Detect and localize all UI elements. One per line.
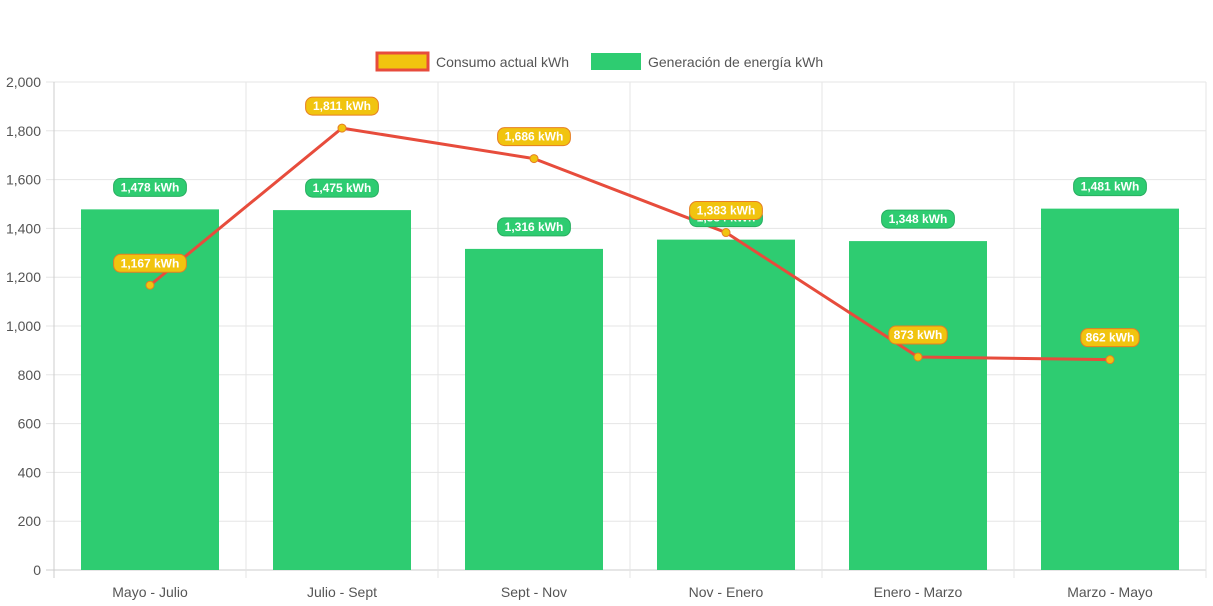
bar-data-label: 1,481 kWh xyxy=(1073,177,1147,197)
x-tick-label: Julio - Sept xyxy=(307,584,377,600)
legend-label-consumo: Consumo actual kWh xyxy=(436,54,569,70)
line-data-label: 1,686 kWh xyxy=(497,127,571,147)
chart-grid xyxy=(46,81,1207,578)
y-tick-label: 1,600 xyxy=(6,172,41,188)
line-data-label: 873 kWh xyxy=(888,325,948,345)
line-data-label-text: 1,811 kWh xyxy=(313,99,371,113)
bar-data-label: 1,475 kWh xyxy=(305,178,379,198)
bar-generacion[interactable] xyxy=(465,248,603,570)
line-point-consumo[interactable] xyxy=(145,280,155,290)
line-data-label-bg xyxy=(305,96,379,116)
legend-item-generacion[interactable]: Generación de energía kWh xyxy=(591,53,823,70)
bar-generacion[interactable] xyxy=(849,241,987,570)
line-data-label-bg xyxy=(113,253,187,273)
x-tick-label: Sept - Nov xyxy=(501,584,567,600)
line-data-label-text: 1,686 kWh xyxy=(505,130,564,144)
bar-data-label-text: 1,481 kWh xyxy=(1081,180,1140,194)
line-point-consumo[interactable] xyxy=(913,352,923,362)
line-data-label-bg xyxy=(689,201,763,221)
y-tick-label: 1,400 xyxy=(6,220,41,236)
x-tick-label: Enero - Marzo xyxy=(874,584,963,600)
line-consumo xyxy=(149,126,1111,362)
bar-data-label-text: 1,348 kWh xyxy=(889,212,948,226)
legend-swatch-generacion xyxy=(591,53,641,70)
y-tick-label: 1,800 xyxy=(6,123,41,139)
y-tick-label: 1,200 xyxy=(6,269,41,285)
bar-data-label-bg xyxy=(881,209,955,229)
bar-data-label-text: 1,478 kWh xyxy=(121,180,180,194)
line-data-label: 1,383 kWh xyxy=(689,201,763,221)
y-tick-label: 400 xyxy=(18,464,42,480)
x-axis: Mayo - Julio Julio - Sept Sept - Nov Nov - … xyxy=(112,584,1153,600)
line-data-label-text: 862 kWh xyxy=(1086,331,1135,345)
chart-legend: Consumo actual kWh Generación de energía… xyxy=(375,51,823,72)
line-point-consumo[interactable] xyxy=(337,123,347,133)
line-point-consumo[interactable] xyxy=(1105,355,1115,365)
bar-data-label-text: 1,316 kWh xyxy=(505,220,564,234)
y-tick-label: 1,000 xyxy=(6,318,41,334)
legend-item-consumo[interactable]: Consumo actual kWh xyxy=(375,51,569,72)
line-data-label-text: 1,383 kWh xyxy=(697,204,756,218)
x-tick-label: Nov - Enero xyxy=(689,584,764,600)
line-data-label-bg xyxy=(1080,328,1140,348)
line-point-consumo[interactable] xyxy=(529,154,539,164)
y-tick-label: 0 xyxy=(33,562,41,578)
line-data-label: 1,167 kWh xyxy=(113,253,187,273)
y-axis: 0 200 400 600 800 1,000 1,200 1,400 1,600 1,800 2,… xyxy=(6,74,41,578)
y-tick-label: 2,000 xyxy=(6,74,41,90)
bar-generacion[interactable] xyxy=(273,210,411,570)
x-tick-label: Mayo - Julio xyxy=(112,584,188,600)
bar-generacion[interactable] xyxy=(657,239,795,570)
line-data-label-bg xyxy=(497,127,571,147)
y-tick-label: 800 xyxy=(18,367,42,383)
bar-data-label: 1,316 kWh xyxy=(497,217,571,237)
bar-data-label: 1,478 kWh xyxy=(113,177,187,197)
x-tick-label: Marzo - Mayo xyxy=(1067,584,1153,600)
line-data-label-text: 1,167 kWh xyxy=(121,256,180,270)
legend-label-generacion: Generación de energía kWh xyxy=(648,54,823,70)
bar-series-generacion xyxy=(81,208,1179,571)
bar-data-label-bg xyxy=(113,177,187,197)
line-point-consumo[interactable] xyxy=(721,228,731,238)
legend-swatch-consumo xyxy=(375,51,430,72)
line-data-label-text: 873 kWh xyxy=(894,328,943,342)
bar-data-label-text: 1,475 kWh xyxy=(313,181,372,195)
y-tick-label: 600 xyxy=(18,416,42,432)
bar-data-label: 1,348 kWh xyxy=(881,209,955,229)
y-tick-label: 200 xyxy=(18,513,42,529)
line-data-label: 862 kWh xyxy=(1080,328,1140,348)
line-data-labels: 1,167 kWh 1,811 kWh 1,686 kWh 1,383 kWh 873 … xyxy=(113,96,1140,348)
line-data-label-bg xyxy=(888,325,948,345)
bar-data-label-bg xyxy=(305,178,379,198)
bar-data-label-bg xyxy=(1073,177,1147,197)
bar-generacion[interactable] xyxy=(1041,208,1179,571)
line-data-label: 1,811 kWh xyxy=(305,96,379,116)
line-series-consumo xyxy=(145,123,1115,365)
bar-data-label-bg xyxy=(497,217,571,237)
